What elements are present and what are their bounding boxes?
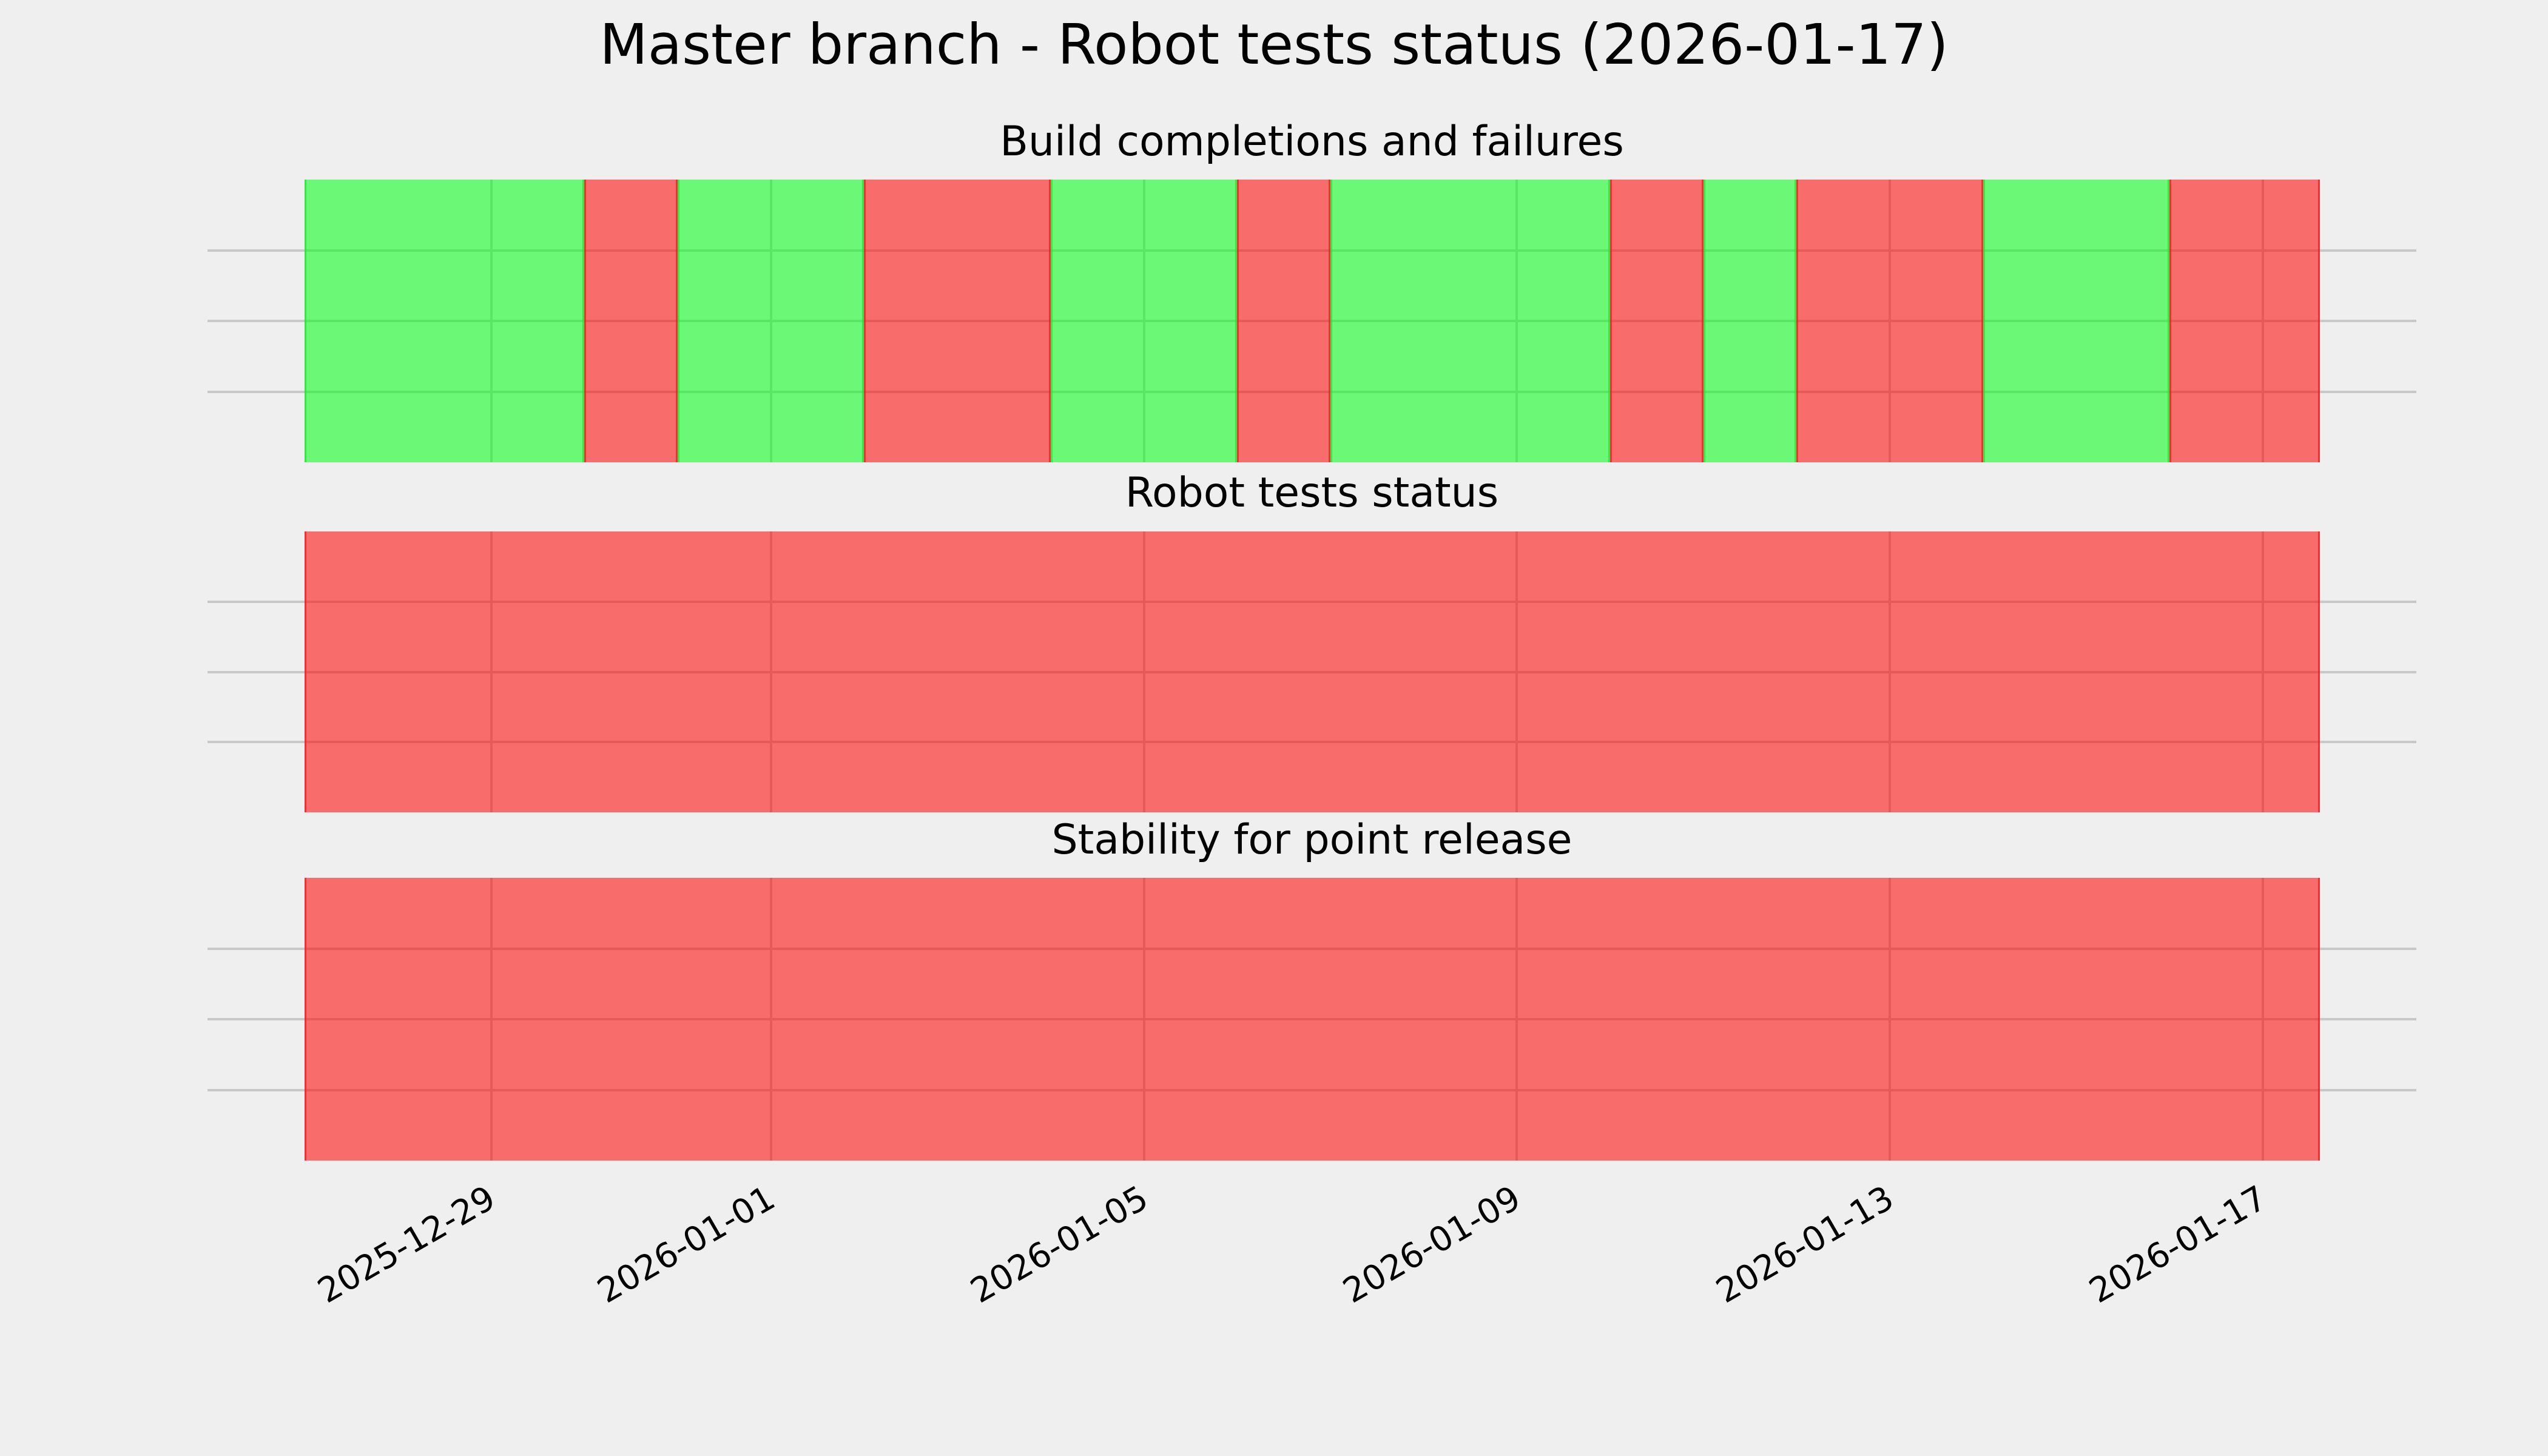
x-tick-label: 2026-01-01	[590, 1178, 782, 1312]
subplot-title-robot-tests: Robot tests status	[1125, 469, 1499, 517]
status-band-failure	[864, 180, 1051, 462]
status-band-failure	[1237, 180, 1330, 462]
status-band-success	[1703, 180, 1797, 462]
subplot-title-build-completions: Build completions and failures	[1000, 118, 1624, 166]
subplot-robot-tests	[207, 531, 2416, 812]
status-band-failure	[584, 180, 678, 462]
x-tick-label: 2026-01-13	[1710, 1178, 1901, 1312]
x-tick-label: 2026-01-09	[1336, 1178, 1528, 1312]
status-band-failure	[1796, 180, 1983, 462]
status-band-success	[1330, 180, 1611, 462]
status-band-success	[1050, 180, 1238, 462]
status-band-success	[1983, 180, 2170, 462]
status-band-failure	[1610, 180, 1704, 462]
status-band-failure	[305, 878, 2320, 1161]
x-tick-label: 2026-01-05	[963, 1178, 1154, 1312]
figure-title: Master branch - Robot tests status (2026…	[599, 12, 1949, 77]
x-tick-label: 2026-01-17	[2083, 1178, 2274, 1312]
status-band-failure	[305, 531, 2320, 812]
x-tick-label: 2025-12-29	[311, 1178, 502, 1312]
subplot-build-completions	[207, 180, 2416, 462]
subplot-stability	[207, 878, 2416, 1161]
status-band-failure	[2169, 180, 2320, 462]
status-band-success	[305, 180, 585, 462]
status-band-success	[677, 180, 864, 462]
subplot-title-stability: Stability for point release	[1051, 816, 1572, 864]
